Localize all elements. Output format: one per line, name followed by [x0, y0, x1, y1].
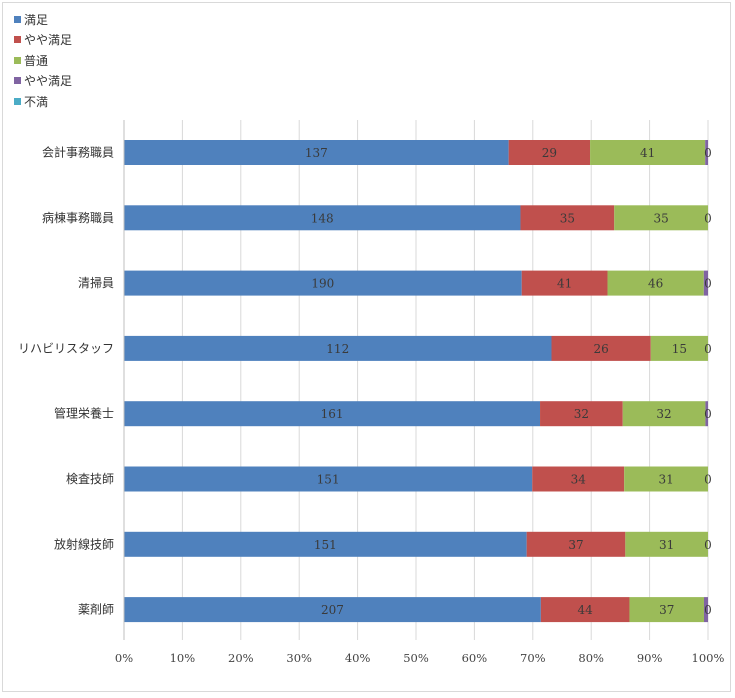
legend-item-0: 満足: [14, 9, 72, 30]
legend-item-3: やや満足: [14, 71, 72, 92]
bar-segment-s2: [625, 531, 708, 557]
legend-swatch: [14, 56, 21, 64]
category-label: 放射線技師: [54, 536, 114, 551]
bar-segment-s2: [622, 401, 706, 427]
data-label-s1: 29: [542, 146, 557, 160]
data-label-s1: 41: [557, 277, 572, 291]
data-label-s2: 31: [658, 473, 673, 487]
legend-label: やや満足: [24, 33, 73, 48]
legend-item-4: 不満: [14, 91, 72, 112]
bar-segment-s2: [629, 597, 704, 623]
data-label-s3: 0: [704, 211, 712, 225]
bar-segment-s3: [703, 597, 708, 623]
x-tick-label: 0%: [115, 651, 133, 665]
x-tick-label: 10%: [170, 651, 196, 665]
bar-segment-s0: [124, 401, 541, 427]
data-label-s3: 0: [704, 277, 712, 291]
bar-segment-s0: [124, 466, 533, 492]
data-label-s3: 0: [704, 603, 712, 617]
bar-segment-s0: [124, 531, 527, 557]
x-tick-label: 100%: [692, 651, 725, 665]
x-tick-label: 60%: [462, 651, 488, 665]
data-label-s1: 32: [574, 407, 589, 421]
bar-segment-s2: [607, 270, 704, 296]
data-label-s2: 35: [653, 211, 668, 225]
bar-segment-s0: [124, 270, 522, 296]
bar-segment-s0: [124, 597, 541, 623]
data-label-s0: 112: [326, 342, 349, 356]
bar-segment-s3: [703, 270, 708, 296]
data-label-s0: 151: [317, 473, 340, 487]
data-label-s2: 31: [659, 538, 674, 552]
category-label: 病棟事務職員: [42, 210, 114, 225]
data-label-s3: 0: [704, 146, 712, 160]
bar-segment-s2: [624, 466, 708, 492]
data-label-s0: 190: [311, 277, 334, 291]
bar-segment-s1: [520, 205, 615, 231]
data-label-s0: 151: [314, 538, 337, 552]
legend-label: やや満足: [24, 74, 73, 89]
category-label: 会計事務職員: [42, 145, 114, 160]
legend-label: 普通: [24, 53, 49, 68]
category-label: リハビリスタッフ: [18, 341, 114, 355]
x-tick-label: 20%: [228, 651, 254, 665]
category-label: 検査技師: [66, 472, 114, 486]
x-tick-label: 70%: [520, 651, 546, 665]
legend-label: 不満: [24, 94, 49, 109]
category-label: 清掃員: [78, 275, 114, 290]
bar-segment-s0: [124, 335, 552, 361]
bar-segment-s1: [540, 597, 630, 623]
legend-swatch: [14, 15, 21, 23]
bar-segment-s0: [124, 140, 509, 165]
bar-segment-s2: [590, 140, 706, 165]
x-tick-label: 30%: [286, 651, 312, 665]
data-label-s0: 207: [321, 603, 344, 617]
bar-segment-s2: [650, 335, 708, 361]
data-label-s3: 0: [704, 538, 712, 552]
data-label-s1: 35: [560, 211, 575, 225]
bar-segment-s1: [521, 270, 608, 296]
data-label-s2: 37: [659, 603, 674, 617]
data-label-s1: 26: [593, 342, 608, 356]
data-label-s1: 37: [568, 538, 583, 552]
data-label-s3: 0: [704, 342, 712, 356]
data-label-s0: 148: [311, 211, 334, 225]
data-label-s1: 44: [578, 603, 594, 617]
data-label-s3: 0: [704, 473, 712, 487]
bar-segment-s3: [705, 401, 708, 427]
bar-segment-s1: [540, 401, 623, 427]
legend: 満足 やや満足 普通 やや満足 不満: [14, 9, 72, 112]
x-tick-label: 50%: [403, 651, 429, 665]
category-label: 薬剤師: [78, 602, 114, 617]
data-label-s0: 161: [321, 407, 344, 421]
legend-swatch: [14, 77, 21, 85]
data-label-s2: 32: [656, 407, 671, 421]
bar-segment-s3: [705, 140, 708, 165]
data-label-s2: 41: [640, 146, 655, 160]
legend-item-2: 普通: [14, 50, 72, 71]
data-label-s2: 46: [648, 277, 663, 291]
bar-segment-s2: [614, 205, 708, 231]
legend-item-1: やや満足: [14, 30, 72, 51]
legend-label: 満足: [24, 12, 49, 27]
legend-swatch: [14, 97, 21, 105]
x-tick-label: 40%: [345, 651, 371, 665]
bar-segment-s1: [508, 140, 591, 165]
legend-swatch: [14, 36, 21, 44]
bar-segment-s1: [532, 466, 625, 492]
bar-segment-s1: [526, 531, 626, 557]
bar-segment-s1: [551, 335, 651, 361]
data-label-s3: 0: [704, 407, 712, 421]
data-label-s0: 137: [305, 146, 328, 160]
x-tick-label: 80%: [578, 651, 604, 665]
category-label: 管理栄養士: [54, 406, 114, 421]
bar-segment-s0: [124, 205, 521, 231]
data-label-s1: 34: [571, 473, 587, 487]
data-label-s2: 15: [672, 342, 687, 356]
x-tick-label: 90%: [637, 651, 663, 665]
